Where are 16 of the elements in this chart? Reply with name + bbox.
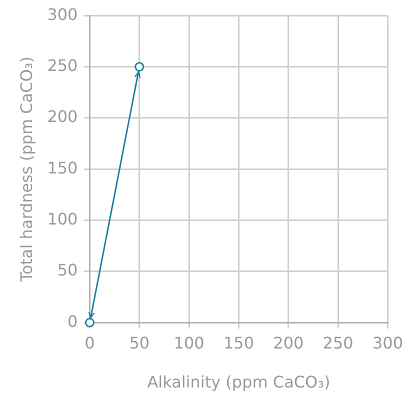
y-tick-label: 300	[47, 4, 78, 24]
y-tick-label: 200	[47, 107, 78, 126]
x-tick-label: 250	[322, 333, 354, 352]
x-tick-label: 0	[84, 333, 95, 352]
x-tick-label: 150	[223, 333, 254, 352]
x-tick-label: 100	[174, 333, 204, 352]
x-axis-title: Alkalinity (ppm CaCO₃)	[147, 372, 330, 392]
y-tick-label: 100	[47, 209, 78, 228]
x-tick-label: 50	[129, 333, 150, 352]
x-tick-label: 300	[372, 333, 404, 352]
y-tick-label: 150	[47, 158, 78, 178]
y-tick-label: 250	[47, 56, 78, 75]
y-axis-title: Total hardness (ppm CaCO₃)	[16, 56, 36, 283]
y-tick-label: 0	[68, 312, 78, 331]
x-tick-label: 200	[273, 333, 304, 352]
y-tick-label: 50	[57, 260, 78, 280]
